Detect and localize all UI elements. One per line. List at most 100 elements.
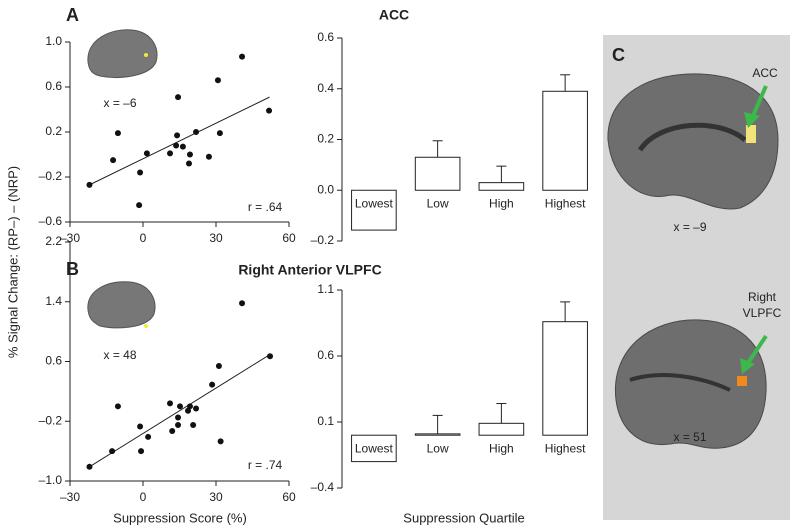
scatter-point	[136, 202, 143, 209]
panel-letter: B	[66, 259, 79, 279]
scatter-point	[167, 150, 174, 157]
chart-title: Right Anterior VLPFC	[238, 262, 381, 278]
scatter-point	[266, 107, 273, 114]
x-tick-label: 0	[140, 231, 147, 245]
bar	[542, 90, 588, 191]
scatter-point	[214, 77, 221, 84]
x-tick-label: 30	[209, 231, 223, 245]
scatter-point	[239, 53, 246, 60]
scatter-point	[217, 438, 224, 445]
category-label: Highest	[545, 441, 586, 455]
bar	[414, 156, 461, 191]
bar	[542, 321, 588, 436]
scatter-point	[267, 353, 274, 360]
scatter-point	[137, 423, 144, 430]
scatter-point	[167, 400, 174, 407]
y-tick-label: 1.1	[317, 282, 334, 296]
brain-thumbnail	[87, 29, 158, 329]
category-label: Low	[427, 441, 449, 455]
image-caption: x = 51	[673, 430, 706, 444]
scatter-point	[216, 130, 223, 137]
scatter-point	[193, 129, 200, 135]
scatter-point	[175, 94, 182, 101]
y-tick-label: –0.2	[39, 413, 63, 427]
scatter-point	[145, 433, 152, 440]
category-label: Highest	[545, 196, 586, 210]
x-tick-label: 30	[209, 490, 223, 504]
x-tick-label: 0	[140, 490, 147, 504]
y-tick-label: 0.6	[45, 354, 62, 368]
scatter-point	[175, 421, 182, 428]
y-tick-label: –0.4	[311, 480, 335, 494]
scatter-point	[209, 381, 216, 388]
panel-letter: A	[66, 5, 79, 25]
scatter-point	[175, 414, 182, 421]
y-tick-label: 0.0	[317, 182, 334, 196]
scatter-point	[110, 157, 117, 164]
y-tick-label: 2.2	[45, 234, 62, 248]
y-tick-label: 0.1	[317, 414, 334, 428]
region-label: ACC	[752, 66, 778, 80]
annotation: r = .64	[248, 200, 283, 214]
scatter-point	[173, 142, 180, 149]
region-label: VLPFC	[743, 306, 782, 320]
scatter-point	[185, 160, 192, 167]
y-tick-label: 0.2	[317, 132, 334, 146]
scatter-point	[185, 407, 192, 414]
fit-line	[89, 354, 270, 468]
scatter-point	[174, 132, 181, 139]
scatter-point	[169, 427, 176, 434]
scatter-point	[179, 143, 186, 150]
scatter-point	[186, 151, 193, 158]
y-tick-label: –0.2	[39, 169, 63, 183]
y-tick-label: 1.0	[45, 34, 62, 48]
y-tick-label: –1.0	[39, 473, 63, 487]
scatter-point	[143, 150, 150, 157]
scatter-point	[114, 130, 121, 137]
category-label: Low	[427, 196, 449, 210]
panel-letter: C	[612, 45, 625, 65]
bar	[351, 189, 397, 231]
x-tick-label: –30	[60, 490, 80, 504]
y-tick-label: 1.4	[45, 294, 62, 308]
y-axis-label: % Signal Change: (RP–) – (NRP)	[5, 166, 20, 358]
bar	[414, 433, 461, 436]
scatter-point	[205, 153, 212, 160]
scatter-point	[215, 362, 222, 369]
y-tick-label: –0.6	[39, 214, 63, 228]
y-tick-label: 0.2	[45, 124, 62, 138]
y-tick-label: 0.6	[317, 30, 334, 44]
scatter-point	[176, 403, 183, 410]
scatter-point	[138, 448, 145, 455]
y-tick-label: 0.6	[317, 348, 334, 362]
x-tick-label: 60	[282, 490, 296, 504]
region-label: Right	[748, 290, 777, 304]
scatter-point	[137, 169, 144, 176]
annotation: x = –6	[103, 96, 136, 110]
category-label: High	[489, 196, 514, 210]
annotation: x = 48	[103, 348, 136, 362]
scatter-point	[86, 463, 93, 470]
bar	[478, 182, 525, 191]
y-tick-label: 0.6	[45, 79, 62, 93]
x-tick-label: 60	[282, 231, 296, 245]
y-tick-label: –0.2	[311, 233, 335, 247]
brain-image	[607, 73, 779, 449]
scatter-point	[114, 403, 121, 410]
category-label: Lowest	[355, 441, 394, 455]
bar	[351, 434, 397, 463]
bar	[478, 422, 525, 436]
scatter-point	[193, 405, 200, 412]
chart-title: ACC	[379, 7, 409, 23]
image-caption: x = –9	[673, 220, 706, 234]
scatter-point	[190, 421, 197, 428]
fit-line	[89, 96, 270, 186]
x-axis-label: Suppression Score (%)	[113, 510, 247, 525]
scatter-point	[239, 300, 246, 307]
scatter-point	[86, 181, 93, 188]
category-label: Lowest	[355, 196, 394, 210]
annotation: r = .74	[248, 458, 283, 472]
scatter-point	[186, 403, 193, 410]
y-tick-label: 0.4	[317, 81, 334, 95]
